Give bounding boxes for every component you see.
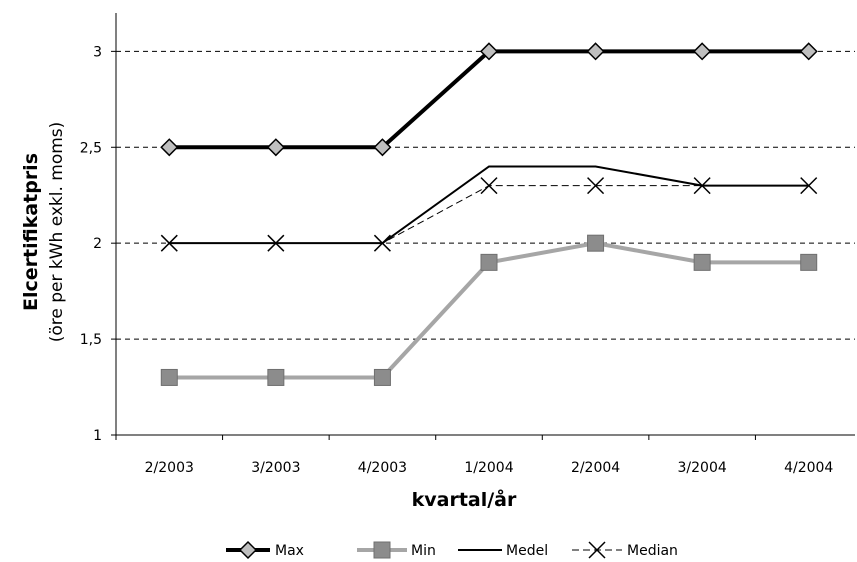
series-line-max xyxy=(169,49,809,150)
series-max xyxy=(160,42,818,157)
y-tick-label: 1 xyxy=(93,428,102,444)
x-axis-label: kvartal/år xyxy=(412,487,517,511)
y-tick-label: 2,5 xyxy=(80,140,102,156)
legend-label-max: Max xyxy=(275,543,304,559)
x-tick-label: 4/2004 xyxy=(784,460,833,476)
data-point-min xyxy=(267,368,285,386)
x-tick-label: 3/2004 xyxy=(678,460,727,476)
y-axis-label-main: Elcertifikatpris xyxy=(20,153,42,311)
data-point-min xyxy=(160,368,178,386)
x-tick-labels: 2/2003 3/2003 4/2003 1/2004 2/2004 3/2004 4/20… xyxy=(145,460,834,476)
data-point-max xyxy=(266,138,285,157)
data-point-min xyxy=(693,253,711,271)
y-tick-label: 1,5 xyxy=(80,332,102,348)
legend-item-median: Median xyxy=(572,541,678,559)
legend: Max Min Medel Median xyxy=(226,540,678,560)
data-point-max xyxy=(586,42,605,61)
legend-marker-max xyxy=(238,540,258,560)
legend-marker-min xyxy=(373,541,391,559)
data-point-min xyxy=(480,253,498,271)
data-point-max xyxy=(799,42,818,61)
series-medel xyxy=(169,165,809,245)
y-tick-label: 2 xyxy=(93,236,102,252)
data-point-max xyxy=(479,42,499,61)
x-tick-label: 2/2004 xyxy=(571,460,620,476)
data-point-median xyxy=(373,234,391,252)
axes xyxy=(111,13,855,440)
legend-marker-median xyxy=(588,541,606,559)
data-point-median xyxy=(267,234,285,252)
data-point-max xyxy=(160,138,179,157)
y-axis-label-sub: (öre per kWh exkl. moms) xyxy=(47,122,67,343)
y-tick-labels: 1 1,5 2 2,5 3 xyxy=(80,44,102,444)
x-tick-label: 1/2004 xyxy=(464,460,513,476)
data-point-min xyxy=(587,234,605,252)
data-point-min xyxy=(800,253,818,271)
data-point-max xyxy=(693,42,712,61)
x-tick-label: 4/2003 xyxy=(358,460,407,476)
data-point-median xyxy=(587,177,605,195)
legend-item-medel: Medel xyxy=(458,543,548,559)
series-line-median xyxy=(169,185,809,244)
data-point-min xyxy=(373,368,391,386)
series-line-medel xyxy=(169,165,809,245)
legend-label-medel: Medel xyxy=(506,543,548,559)
x-tick-label: 2/2003 xyxy=(145,460,194,476)
series-median xyxy=(160,177,818,252)
gridlines xyxy=(116,50,855,340)
data-point-median xyxy=(800,177,818,195)
series-group xyxy=(160,42,818,386)
data-point-median xyxy=(160,234,178,252)
legend-item-max: Max xyxy=(226,540,304,560)
data-point-max xyxy=(373,138,392,157)
x-tick-label: 3/2003 xyxy=(251,460,300,476)
y-tick-label: 3 xyxy=(93,44,102,60)
legend-item-min: Min xyxy=(357,541,436,559)
legend-label-min: Min xyxy=(411,543,436,559)
legend-label-median: Median xyxy=(627,543,678,559)
data-point-median xyxy=(480,177,498,195)
data-point-median xyxy=(693,177,711,195)
series-min xyxy=(160,234,818,386)
